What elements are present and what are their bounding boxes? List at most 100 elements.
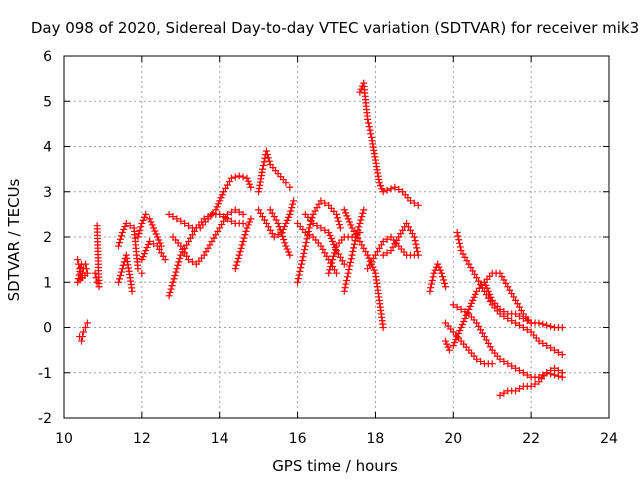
data-point	[328, 259, 336, 267]
data-point	[175, 258, 183, 266]
data-point	[558, 351, 566, 359]
data-point	[383, 249, 391, 257]
data-point	[558, 369, 566, 377]
data-point	[411, 237, 419, 245]
data-point	[116, 235, 124, 243]
data-point	[235, 208, 243, 216]
data-point	[142, 210, 150, 218]
data-point	[523, 326, 531, 334]
data-point	[426, 287, 434, 295]
data-point	[333, 214, 341, 222]
data-point	[406, 197, 414, 205]
data-point	[427, 284, 435, 292]
data-point	[242, 227, 250, 235]
data-point	[428, 276, 436, 284]
data-point	[439, 273, 447, 281]
data-point	[453, 333, 461, 341]
data-point	[78, 260, 86, 268]
y-tick-label: -1	[38, 366, 52, 382]
data-point	[231, 173, 239, 181]
data-point	[74, 275, 82, 283]
data-point	[305, 231, 313, 239]
data-point	[496, 391, 504, 399]
data-point	[169, 278, 177, 286]
data-point	[554, 348, 562, 356]
data-point	[313, 222, 321, 230]
data-point	[152, 230, 160, 238]
data-point	[480, 278, 488, 286]
data-point	[467, 299, 475, 307]
data-point	[173, 215, 181, 223]
y-axis-label: SDTVAR / TECUs	[5, 178, 23, 301]
data-point	[232, 261, 240, 269]
data-point	[334, 217, 342, 225]
data-point	[346, 262, 354, 270]
data-point	[276, 226, 284, 234]
data-point	[176, 254, 184, 262]
data-point	[471, 290, 479, 298]
data-point	[265, 157, 273, 165]
data-point	[436, 266, 444, 274]
data-point	[78, 333, 86, 341]
data-point	[234, 254, 242, 262]
data-point	[78, 337, 86, 345]
data-point	[554, 366, 562, 374]
data-point	[283, 245, 291, 253]
data-point	[333, 210, 340, 218]
data-point	[140, 250, 148, 258]
data-point	[354, 226, 362, 234]
data-point	[330, 252, 338, 260]
data-point	[166, 288, 174, 296]
data-point	[246, 218, 254, 226]
data-point	[461, 314, 469, 322]
data-point	[116, 271, 124, 279]
data-point	[342, 209, 350, 217]
x-tick-label: 22	[522, 431, 540, 447]
data-point	[117, 268, 125, 276]
data-point	[299, 253, 307, 261]
data-point	[137, 223, 145, 231]
data-point	[483, 284, 491, 292]
data-point	[340, 287, 348, 295]
data-point	[365, 123, 373, 131]
y-tick-label: 2	[43, 230, 52, 246]
data-point	[74, 278, 82, 286]
data-point	[442, 337, 449, 345]
data-point	[375, 179, 383, 187]
data-point	[214, 200, 222, 208]
data-point	[147, 218, 155, 226]
data-point	[519, 314, 527, 322]
data-point	[244, 177, 252, 185]
data-point	[454, 330, 462, 338]
data-point	[284, 248, 292, 256]
data-point	[155, 236, 163, 244]
data-point	[115, 275, 123, 283]
data-point	[508, 362, 516, 370]
x-tick-label: 10	[55, 431, 73, 447]
data-point	[168, 282, 176, 290]
data-point	[347, 258, 355, 266]
data-point	[558, 324, 566, 331]
data-point	[321, 199, 329, 207]
data-point	[443, 340, 451, 348]
data-point	[456, 239, 464, 247]
data-point	[139, 216, 147, 224]
data-point	[370, 266, 378, 274]
data-point	[172, 268, 180, 276]
data-point	[547, 322, 555, 330]
data-point	[456, 327, 464, 335]
y-tick-label: 1	[43, 275, 52, 291]
data-point	[150, 224, 158, 232]
data-point	[286, 183, 294, 191]
data-point	[512, 387, 520, 395]
data-point	[301, 228, 309, 236]
data-point	[79, 328, 87, 336]
data-point	[333, 269, 340, 277]
data-point	[181, 219, 189, 227]
y-tick-label: -2	[38, 411, 52, 427]
data-point	[469, 296, 477, 304]
data-point	[378, 185, 386, 193]
data-point	[327, 235, 335, 243]
data-point	[296, 267, 304, 275]
